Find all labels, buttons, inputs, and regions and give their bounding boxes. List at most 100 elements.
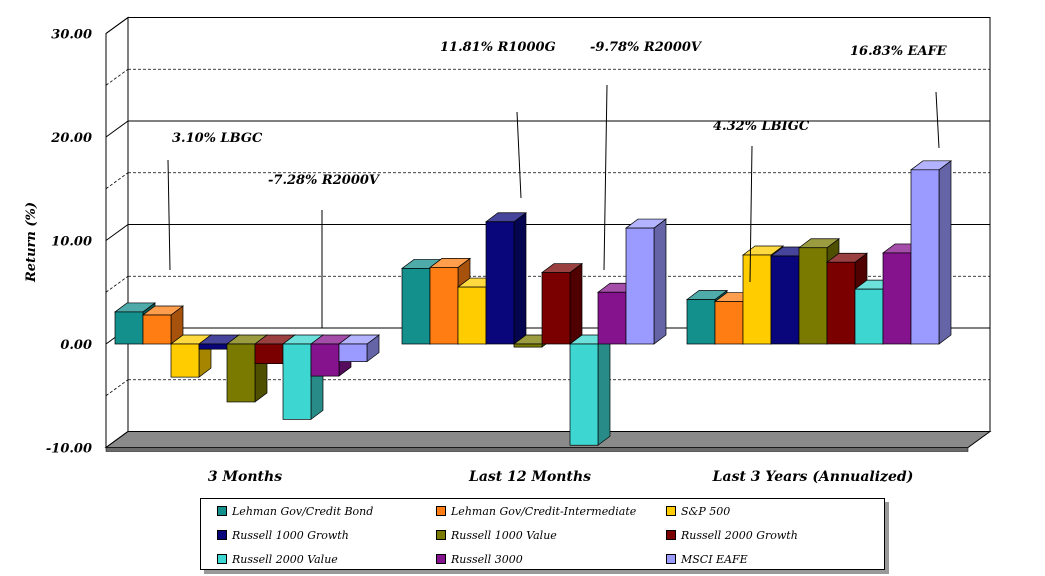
- legend-item: MSCI EAFE: [666, 547, 886, 571]
- gridline-side-minor: [105, 68, 129, 86]
- legend-label: Russell 3000: [451, 552, 523, 566]
- legend-item: S&P 500: [666, 499, 886, 523]
- bar-front: [714, 301, 744, 345]
- bar-front: [429, 267, 459, 345]
- bar-front: [686, 299, 716, 345]
- annotation-leader-5: [935, 91, 940, 149]
- legend-swatch-0: [217, 506, 227, 516]
- bar-front: [310, 343, 340, 377]
- legend-swatch-3: [217, 530, 227, 540]
- bar-side: [938, 160, 952, 345]
- legend-item: Lehman Gov/Credit-Intermediate: [436, 499, 666, 523]
- bar-front: [541, 272, 571, 345]
- y-tick-label-1: 20.00: [50, 131, 92, 146]
- y-tick-label-2: 10.00: [51, 235, 92, 250]
- legend-item: Lehman Gov/Credit Bond: [217, 499, 436, 523]
- legend-swatch-8: [666, 554, 676, 564]
- gridline-side-minor: [105, 275, 129, 293]
- legend-swatch-7: [436, 554, 446, 564]
- annotation-leader-3: [603, 84, 608, 271]
- legend-item: Russell 2000 Growth: [666, 523, 886, 547]
- legend-swatch-2: [666, 506, 676, 516]
- gridline-side-major: [105, 17, 129, 34]
- category-label-0: 3 Months: [208, 469, 282, 485]
- y-tick-label-4: -10.00: [46, 442, 92, 457]
- bar-front: [114, 311, 144, 345]
- bar-front: [826, 261, 856, 345]
- category-label-1: Last 12 Months: [468, 469, 591, 485]
- bar-s-p-500-0: [169, 334, 213, 378]
- bar-front: [485, 221, 515, 345]
- bar-russell-2000-growth-2: [825, 252, 869, 345]
- legend-item: Russell 1000 Growth: [217, 523, 436, 547]
- bar-msci-eafe-0: [337, 334, 381, 363]
- bar-front: [770, 255, 800, 345]
- legend-label: Lehman Gov/Credit Bond: [232, 504, 374, 518]
- bar-front: [142, 314, 172, 345]
- legend-item: Russell 2000 Value: [217, 547, 436, 571]
- bar-front: [226, 343, 256, 403]
- bar-side: [569, 262, 583, 345]
- legend-swatch-6: [217, 554, 227, 564]
- bar-chart: 30.00 20.00 10.00 0.00 -10.00 Return (%) 3 Mo…: [24, 16, 992, 485]
- legend-item: Russell 3000: [436, 547, 666, 571]
- legend-item: Russell 1000 Value: [436, 523, 666, 547]
- y-axis-label: Return (%): [24, 202, 39, 283]
- annotation-leader-0: [167, 159, 171, 271]
- annotation-3: -9.78% R2000V: [590, 40, 703, 55]
- legend-label: Lehman Gov/Credit-Intermediate: [451, 504, 637, 518]
- legend: Lehman Gov/Credit Bond Lehman Gov/Credit…: [200, 498, 885, 570]
- y-tick-label-3: 0.00: [60, 338, 92, 353]
- legend-swatch-5: [666, 530, 676, 540]
- bar-msci-eafe-1: [624, 218, 668, 345]
- bar-front: [338, 343, 368, 362]
- gridline-side-minor: [105, 379, 129, 397]
- bar-front: [170, 343, 200, 378]
- gridline-side-minor: [105, 172, 129, 190]
- annotation-2: 11.81% R1000G: [440, 40, 556, 55]
- bar-front: [513, 343, 543, 348]
- bar-russell-2000-value-1: [568, 334, 612, 446]
- bar-front: [798, 247, 828, 345]
- legend-label: Russell 1000 Growth: [232, 528, 349, 542]
- annotation-4: 4.32% LBIGC: [713, 119, 810, 134]
- bar-front: [282, 343, 312, 420]
- bar-front: [882, 252, 912, 345]
- legend-swatch-4: [436, 530, 446, 540]
- annotation-leader-2: [516, 111, 522, 199]
- gridline-side-major: [105, 120, 129, 138]
- bar-side: [597, 334, 611, 446]
- bar-front: [742, 254, 772, 345]
- bar-front: [569, 343, 599, 446]
- legend-label: MSCI EAFE: [681, 552, 748, 566]
- legend-swatch-1: [436, 506, 446, 516]
- bar-russell-2000-growth-1: [540, 262, 584, 345]
- bar-msci-eafe-2: [909, 160, 953, 345]
- annotation-1: -7.28% R2000V: [268, 173, 381, 188]
- legend-label: Russell 2000 Growth: [681, 528, 798, 542]
- bar-lehman-gov-credit-intermediate-0: [141, 305, 185, 345]
- bar-front: [401, 268, 431, 345]
- chart-floor: [104, 431, 992, 448]
- bar-front: [457, 286, 487, 345]
- annotation-5: 16.83% EAFE: [850, 44, 948, 59]
- bar-front: [198, 343, 228, 350]
- bar-russell-1000-growth-1: [484, 212, 528, 345]
- annotation-0: 3.10% LBGC: [172, 131, 263, 146]
- bar-front: [625, 227, 655, 345]
- legend-label: Russell 1000 Value: [451, 528, 557, 542]
- bar-front: [854, 288, 884, 345]
- category-label-2: Last 3 Years (Annualized): [712, 469, 914, 485]
- bar-side: [513, 212, 527, 345]
- bar-front: [597, 291, 627, 345]
- legend-label: Russell 2000 Value: [232, 552, 338, 566]
- bar-russell-1000-value-0: [225, 334, 269, 403]
- bar-side: [653, 218, 667, 345]
- bar-front: [910, 169, 940, 345]
- bar-front: [254, 343, 284, 365]
- legend-label: S&P 500: [681, 504, 731, 518]
- chart-floor-edge: [105, 447, 969, 452]
- y-tick-label-0: 30.00: [51, 28, 92, 43]
- annotation-leader-4: [749, 145, 753, 283]
- gridline-side-major: [105, 224, 129, 241]
